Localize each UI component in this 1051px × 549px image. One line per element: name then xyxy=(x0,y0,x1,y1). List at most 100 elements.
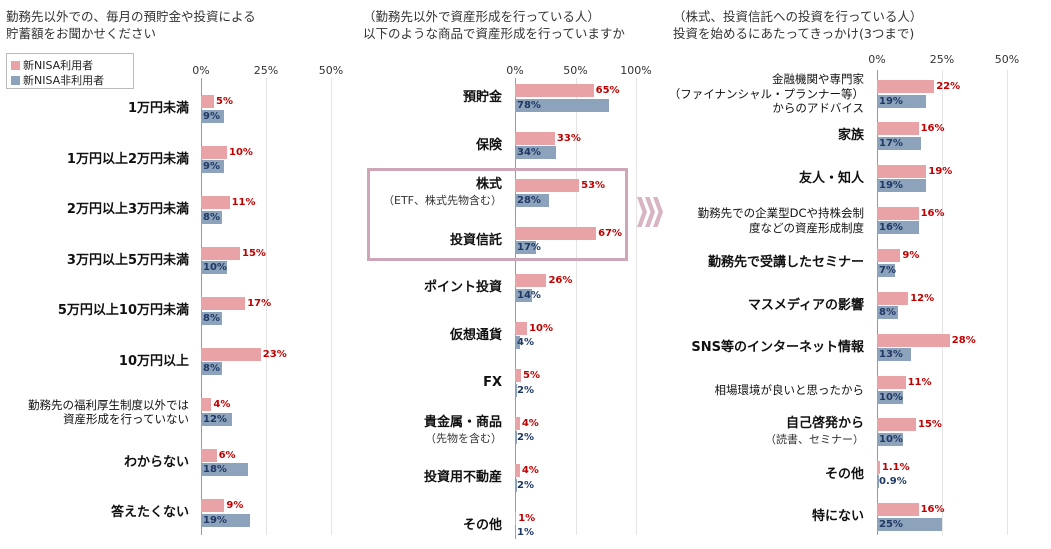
value-label-non-nisa: 18% xyxy=(203,464,227,475)
bar-non-nisa xyxy=(877,221,919,235)
category-label: 預貯金 xyxy=(463,89,502,107)
bar-non-nisa xyxy=(515,241,536,255)
bar-nisa xyxy=(201,398,212,411)
axis-tick-label: 50% xyxy=(563,64,588,77)
category-label: SNS等のインターネット情報 xyxy=(691,339,864,357)
category-label: ポイント投資 xyxy=(424,279,502,297)
category-label-main: 仮想通貨 xyxy=(449,327,502,343)
bar-non-nisa xyxy=(201,362,222,375)
value-label-non-nisa: 25% xyxy=(879,518,903,530)
value-label-non-nisa: 2% xyxy=(517,479,534,491)
category-label: 貴金属・商品 （先物を含む） xyxy=(424,415,502,447)
chart2-title-line2: 以下のような商品で資産形成を行っていますか xyxy=(363,26,625,41)
bar-nisa xyxy=(877,503,919,516)
category-label-main: 保険 xyxy=(475,137,502,153)
legend: 新NISA利用者 新NISA非利用者 xyxy=(6,53,134,89)
category-label-line: からのアドバイス xyxy=(772,101,864,116)
value-label-non-nisa: 10% xyxy=(203,262,227,273)
value-label-nisa: 9% xyxy=(902,250,920,262)
bar-non-nisa xyxy=(877,179,927,193)
legend-item-non-nisa: 新NISA非利用者 xyxy=(11,72,104,88)
bar-nisa xyxy=(515,179,580,193)
axis-tick-label: 0% xyxy=(192,64,210,77)
category-label-main: 友人・知人 xyxy=(798,170,864,186)
bar-non-nisa xyxy=(515,146,557,160)
category-label: 特にない xyxy=(812,508,864,526)
category-label-main: 貴金属・商品 xyxy=(423,414,502,430)
bar-non-nisa xyxy=(201,412,233,426)
value-label-nisa: 12% xyxy=(910,292,935,304)
bar-non-nisa xyxy=(877,390,903,404)
category-label: 10万円以上 xyxy=(119,353,189,371)
value-label-non-nisa: 34% xyxy=(517,147,541,159)
bar-non-nisa xyxy=(201,261,227,274)
category-label: 勤務先の福利厚生制度以外では 資産形成を行っていない xyxy=(28,398,189,427)
category-label-main: 3万円以上5万円未満 xyxy=(66,252,189,268)
category-label-line: 資産形成を行っていない xyxy=(63,412,189,426)
bar-nisa xyxy=(877,333,950,347)
category-label-main: 答えたくない xyxy=(110,505,189,520)
category-label-main: 1万円未満 xyxy=(127,101,189,116)
category-label-main: 家族 xyxy=(837,128,864,144)
value-label-nisa: 4% xyxy=(521,465,539,477)
axis-tick-label: 100% xyxy=(620,64,652,77)
value-label-non-nisa: 2% xyxy=(517,432,534,444)
bar-nisa xyxy=(877,291,909,305)
value-label-non-nisa: 8% xyxy=(879,307,896,318)
category-label-main: 預貯金 xyxy=(462,90,502,105)
value-label-non-nisa: 10% xyxy=(879,433,903,445)
value-label-non-nisa: 7% xyxy=(879,264,896,276)
bar-non-nisa xyxy=(515,526,517,540)
value-label-nisa: 15% xyxy=(918,419,942,431)
value-label-nisa: 16% xyxy=(920,504,945,515)
category-label-line: 勤務先での企業型DCや持株会制 xyxy=(697,206,864,221)
value-label-nisa: 5% xyxy=(216,96,233,107)
bar-nisa xyxy=(515,464,520,478)
bar-non-nisa xyxy=(201,463,248,476)
value-label-nisa: 28% xyxy=(951,334,976,346)
category-label-main: その他 xyxy=(462,517,502,533)
bar-non-nisa xyxy=(515,336,520,350)
category-label-main: 10万円以上 xyxy=(118,353,189,369)
bar-non-nisa xyxy=(515,431,518,445)
value-label-nisa: 1.1% xyxy=(881,461,910,473)
value-label-nisa: 10% xyxy=(229,146,253,158)
bar-nisa xyxy=(515,321,528,335)
bar-nisa xyxy=(201,499,225,512)
value-label-non-nisa: 17% xyxy=(517,242,541,254)
bar-nisa xyxy=(877,80,935,93)
gridline xyxy=(636,78,637,535)
gridline xyxy=(331,78,332,535)
category-label: 勤務先で受講したセミナー xyxy=(708,254,864,272)
category-label: 家族 xyxy=(838,127,864,145)
legend-label-nisa: 新NISA利用者 xyxy=(23,59,94,72)
category-label: その他 xyxy=(825,466,864,484)
category-label-line: 度などの資産形成制度 xyxy=(749,220,864,235)
value-label-nisa: 33% xyxy=(556,132,581,144)
category-label: 仮想通貨 xyxy=(450,327,502,345)
value-label-non-nisa: 9% xyxy=(203,110,220,122)
category-label: 3万円以上5万円未満 xyxy=(67,252,189,270)
category-label: 2万円以上3万円未満 xyxy=(67,201,189,219)
value-label-non-nisa: 12% xyxy=(203,413,227,425)
bar-non-nisa xyxy=(515,193,549,207)
category-label-main: 投資用不動産 xyxy=(423,470,502,486)
value-label-non-nisa: 1% xyxy=(517,527,534,539)
bar-nisa xyxy=(515,274,547,288)
value-label-nisa: 4% xyxy=(213,399,231,410)
category-label: 株式 （ETF、株式先物含む） xyxy=(383,177,502,209)
bar-non-nisa xyxy=(877,94,927,108)
gridline xyxy=(575,78,577,535)
bar-non-nisa xyxy=(201,160,225,173)
gridline xyxy=(266,78,267,535)
legend-item-nisa: 新NISA利用者 xyxy=(11,57,93,73)
bar-non-nisa xyxy=(515,478,518,492)
axis-tick-label: 0% xyxy=(506,64,524,77)
chart1-title-line1: 勤務先以外での、毎月の預貯金や投資による xyxy=(6,9,256,24)
category-label: 勤務先での企業型DCや持株会制 度などの資産形成制度 xyxy=(698,206,864,235)
value-label-non-nisa: 8% xyxy=(203,211,220,223)
category-label: 投資信託 xyxy=(450,232,502,250)
bar-nisa xyxy=(515,226,597,240)
value-label-non-nisa: 10% xyxy=(879,391,903,403)
bar-nisa xyxy=(515,84,594,97)
